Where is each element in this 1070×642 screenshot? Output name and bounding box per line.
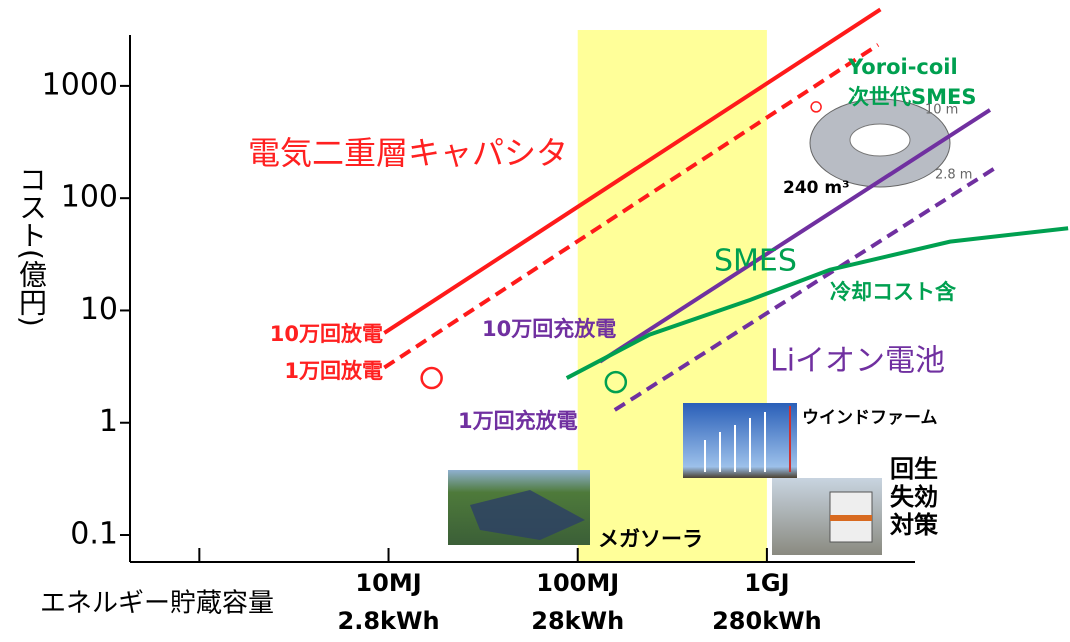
li-ion-label: Liイオン電池 bbox=[770, 344, 945, 379]
regen-label: 回生 bbox=[890, 455, 938, 483]
x-tick-label: 10MJ bbox=[355, 569, 421, 597]
y-tick-label: 100 bbox=[61, 180, 118, 215]
solar-panels bbox=[470, 490, 585, 540]
background-layer bbox=[577, 30, 767, 562]
marker bbox=[420, 366, 443, 390]
capacitor-label: 電気二重層キャパシタ bbox=[248, 134, 568, 172]
series-label: 10万回放電 bbox=[270, 322, 383, 346]
series-label: 10万回充放電 bbox=[482, 317, 616, 341]
x-tick-sublabel: 2.8kWh bbox=[338, 607, 440, 635]
x-tick-label: 100MJ bbox=[536, 569, 619, 597]
marker bbox=[810, 101, 822, 113]
y-tick-label: 1 bbox=[99, 404, 118, 439]
wind-farm-label: ウインドファーム bbox=[802, 408, 938, 428]
height-label: 2.8 m bbox=[935, 168, 972, 183]
coil-hole bbox=[849, 123, 911, 157]
regen-label: 失効 bbox=[890, 483, 938, 511]
wind-photo bbox=[683, 403, 797, 478]
mega-solar-label: メガソーラ bbox=[598, 527, 703, 551]
y-tick-label: 10 bbox=[80, 292, 118, 327]
x-tick-label: 1GJ bbox=[744, 569, 789, 597]
cooling-label: 冷却コスト含 bbox=[830, 280, 957, 304]
x-tick-sublabel: 28kWh bbox=[531, 607, 624, 635]
series-label: 1万回放電 bbox=[284, 359, 383, 383]
series-line bbox=[565, 226, 1069, 380]
x-axis-label: エネルギー貯蔵容量 bbox=[40, 589, 274, 619]
y-tick-label: 1000 bbox=[42, 67, 118, 102]
diameter-label: 10 m bbox=[925, 103, 958, 118]
marker bbox=[604, 370, 628, 394]
turbines bbox=[704, 406, 791, 472]
series-label: 1万回充放電 bbox=[458, 409, 578, 433]
y-axis-label: コスト(億円) bbox=[15, 165, 48, 327]
plot-layer: 0.1 1 10 100 1000 10MJ 2.8kWh 100MJ 28kWh 1GJ 280k… bbox=[42, 7, 1069, 635]
next-smes-label: 次世代SMES bbox=[848, 85, 977, 109]
series-label: SMES bbox=[714, 244, 797, 279]
photos bbox=[448, 98, 951, 555]
regen-label: 対策 bbox=[890, 511, 939, 539]
highlight-band bbox=[577, 30, 767, 562]
x-tick-sublabel: 280kWh bbox=[712, 607, 822, 635]
yoroi-label: Yoroi-coil bbox=[847, 55, 958, 79]
train-stripe bbox=[830, 515, 872, 521]
series-line bbox=[383, 43, 880, 370]
series-line bbox=[383, 7, 882, 335]
series-line bbox=[598, 108, 992, 364]
volume-label: 240 m³ bbox=[783, 178, 850, 198]
annotations: 電気二重層キャパシタ 10万回放電 1万回放電 10万回充放電 1万回充放電 S… bbox=[248, 55, 977, 551]
y-tick-label: 0.1 bbox=[70, 517, 118, 552]
